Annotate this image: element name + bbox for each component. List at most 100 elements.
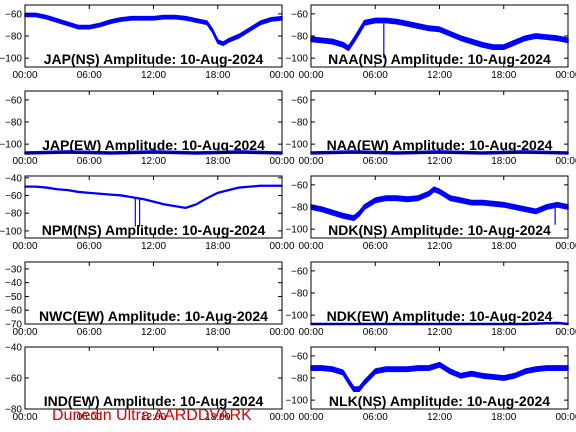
- y-tick-label: −40: [5, 173, 22, 184]
- x-tick-label: 00:00: [269, 327, 294, 338]
- chart-panel: 00:00 06:00 12:00 18:00 00:00 −60 −80 −100 JAP(N…: [0, 4, 295, 81]
- x-tick-label: 00:00: [269, 241, 294, 252]
- panel-title: JAP(NS) Amplitude: 10-Aug-2024: [44, 51, 264, 67]
- y-tick-label: −60: [5, 191, 22, 202]
- x-tick-label: 00:00: [555, 327, 576, 338]
- x-tick-label: 12:00: [141, 241, 166, 252]
- y-tick-label: −80: [291, 118, 308, 129]
- x-tick-label: 06:00: [77, 327, 102, 338]
- panel-title: NAA(EW) Amplitude: 10-Aug-2024: [327, 137, 553, 153]
- x-tick-label: 00:00: [12, 241, 37, 252]
- footer-credit: Dunedin Ultra AARDDVARK: [52, 407, 252, 424]
- chart-panel: 00:00 06:00 12:00 18:00 00:00 −60 −80 −100 NLK(N…: [285, 346, 576, 423]
- chart-panel: 00:00 06:00 12:00 18:00 00:00 −60 −80 −100 NDK(E…: [285, 261, 576, 338]
- series-band: [24, 12, 283, 47]
- x-tick-label: 18:00: [205, 412, 230, 423]
- x-tick-label: 06:00: [363, 327, 388, 338]
- x-tick-label: 00:00: [555, 241, 576, 252]
- x-tick-label: 00:00: [555, 70, 576, 81]
- y-tick-label: −80: [291, 32, 308, 43]
- x-tick-label: 18:00: [491, 241, 516, 252]
- x-tick-label: 18:00: [205, 70, 230, 81]
- y-tick-label: −100: [0, 226, 22, 237]
- y-tick-label: −100: [0, 54, 22, 65]
- x-tick-label: 18:00: [491, 156, 516, 167]
- series-band: [24, 184, 283, 210]
- y-tick-label: −100: [0, 140, 22, 151]
- x-tick-label: 06:00: [363, 156, 388, 167]
- x-tick-label: 00:00: [269, 70, 294, 81]
- chart-panel: 00:00 06:00 12:00 18:00 00:00 −40 −60 −80 −100 NP…: [0, 173, 295, 252]
- x-tick-label: 12:00: [141, 327, 166, 338]
- y-tick-label: −50: [5, 292, 22, 303]
- x-tick-label: 18:00: [205, 241, 230, 252]
- x-tick-label: 12:00: [427, 412, 452, 423]
- x-tick-label: 06:00: [363, 241, 388, 252]
- x-tick-label: 06:00: [363, 70, 388, 81]
- x-tick-label: 18:00: [205, 156, 230, 167]
- panel-title: NLK(NS) Amplitude: 10-Aug-2024: [329, 393, 550, 409]
- y-tick-label: −60: [291, 351, 308, 362]
- x-tick-label: 06:00: [77, 156, 102, 167]
- y-tick-label: −100: [285, 54, 308, 65]
- y-tick-label: −60: [291, 95, 308, 106]
- x-tick-label: 12:00: [141, 70, 166, 81]
- chart-panel: 00:00 06:00 12:00 18:00 00:00 −60 −80 −100 NAA(N…: [285, 4, 576, 81]
- chart-panel: 00:00 06:00 12:00 18:00 00:00 −60 −80 −100 JAP(E…: [0, 90, 295, 167]
- panel-title: IND(EW) Amplitude: 10-Aug-2024: [44, 393, 264, 409]
- x-tick-label: 00:00: [12, 156, 37, 167]
- chart-panel: 00:00 06:00 12:00 18:00 00:00 −30 −40 −50 −60 −70…: [5, 261, 295, 338]
- x-tick-label: 12:00: [427, 156, 452, 167]
- y-tick-label: −100: [285, 311, 308, 322]
- x-tick-label: 12:00: [427, 70, 452, 81]
- y-tick-label: −60: [291, 180, 308, 191]
- x-tick-label: 06:00: [363, 412, 388, 423]
- chart-panel: 00:00 06:00 12:00 18:00 00:00 −40 −60 −80 IND(EW…: [5, 343, 295, 424]
- y-tick-label: −80: [5, 118, 22, 129]
- y-tick-label: −60: [291, 9, 308, 20]
- y-tick-label: −40: [5, 343, 22, 354]
- x-tick-label: 18:00: [205, 327, 230, 338]
- series-band: [310, 361, 569, 392]
- x-tick-label: 00:00: [298, 241, 323, 252]
- x-tick-label: 06:00: [77, 70, 102, 81]
- x-tick-label: 00:00: [298, 156, 323, 167]
- x-tick-label: 00:00: [555, 412, 576, 423]
- x-tick-label: 00:00: [298, 70, 323, 81]
- panel-title: NDK(EW) Amplitude: 10-Aug-2024: [327, 308, 553, 324]
- y-tick-label: −80: [291, 203, 308, 214]
- x-tick-label: 12:00: [427, 241, 452, 252]
- series-band: [310, 17, 569, 52]
- y-tick-label: −60: [5, 9, 22, 20]
- y-tick-label: −40: [5, 278, 22, 289]
- series-band: [310, 186, 569, 222]
- x-tick-label: 18:00: [491, 327, 516, 338]
- y-tick-label: −100: [285, 140, 308, 151]
- panel-title: NDK(NS) Amplitude: 10-Aug-2024: [328, 222, 551, 238]
- x-tick-label: 12:00: [141, 412, 166, 423]
- chart-panel: 00:00 06:00 12:00 18:00 00:00 −60 −80 −100 NAA(E…: [285, 90, 576, 167]
- panel-title: NPM(NS) Amplitude: 10-Aug-2024: [42, 222, 266, 238]
- x-tick-label: 00:00: [12, 412, 37, 423]
- x-tick-label: 18:00: [491, 412, 516, 423]
- panel-title: JAP(EW) Amplitude: 10-Aug-2024: [42, 137, 265, 153]
- y-tick-label: −60: [5, 95, 22, 106]
- y-tick-label: −80: [291, 289, 308, 300]
- x-tick-label: 00:00: [298, 327, 323, 338]
- y-tick-label: −80: [5, 405, 22, 416]
- x-tick-label: 00:00: [298, 412, 323, 423]
- y-tick-label: −80: [5, 32, 22, 43]
- chart-panel: 00:00 06:00 12:00 18:00 00:00 −60 −80 −100 NDK(N…: [285, 175, 576, 252]
- y-tick-label: −60: [291, 266, 308, 277]
- y-tick-label: −30: [5, 264, 22, 275]
- y-tick-label: −70: [5, 320, 22, 331]
- y-tick-label: −100: [285, 396, 308, 407]
- panel-title: NWC(EW) Amplitude: 10-Aug-2024: [39, 308, 268, 324]
- y-tick-label: −100: [285, 225, 308, 236]
- y-tick-label: −80: [291, 374, 308, 385]
- x-tick-label: 00:00: [12, 327, 37, 338]
- y-tick-label: −60: [5, 306, 22, 317]
- x-tick-label: 00:00: [269, 156, 294, 167]
- x-tick-label: 06:00: [77, 241, 102, 252]
